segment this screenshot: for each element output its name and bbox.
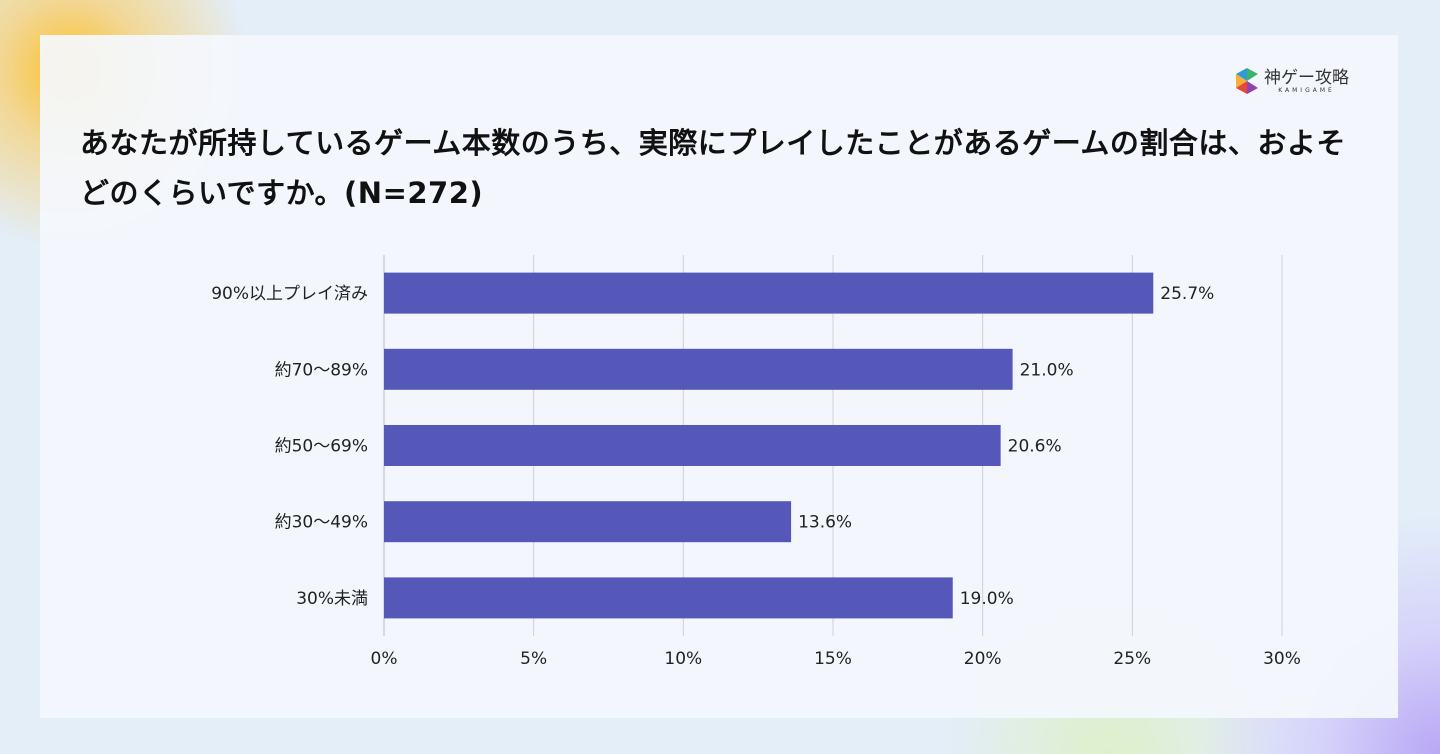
category-label: 30%未満 [296, 589, 368, 609]
bar [384, 272, 1154, 314]
bar [384, 577, 953, 619]
data-label: 20.6% [1008, 437, 1062, 457]
logo-icon [1236, 68, 1258, 94]
x-tick-label: 5% [520, 649, 547, 669]
category-label: 約70〜89% [275, 360, 368, 380]
x-tick-label: 15% [814, 649, 852, 669]
bar [384, 501, 792, 543]
logo-sub-text: KAMIGAME [1278, 86, 1335, 94]
logo-main-text: 神ゲー攻略 [1264, 67, 1349, 88]
data-label: 21.0% [1020, 360, 1074, 380]
x-tick-label: 25% [1113, 649, 1151, 669]
x-tick-label: 20% [964, 649, 1002, 669]
category-label: 90%以上プレイ済み [211, 284, 368, 304]
data-label: 19.0% [960, 589, 1014, 609]
x-tick-label: 30% [1263, 649, 1301, 669]
x-tick-label: 0% [371, 649, 398, 669]
chart-title: あなたが所持しているゲーム本数のうち、実際にプレイしたことがあるゲームの割合は、… [80, 126, 1346, 210]
x-tick-label: 10% [664, 649, 702, 669]
bar [384, 348, 1013, 390]
bar [384, 425, 1001, 466]
data-label: 13.6% [798, 513, 852, 533]
data-label: 25.7% [1160, 284, 1214, 304]
category-label: 約30〜49% [275, 513, 368, 533]
kamigame-logo: 神ゲー攻略 KAMIGAME [1236, 68, 1349, 94]
category-label: 約50〜69% [275, 437, 368, 457]
